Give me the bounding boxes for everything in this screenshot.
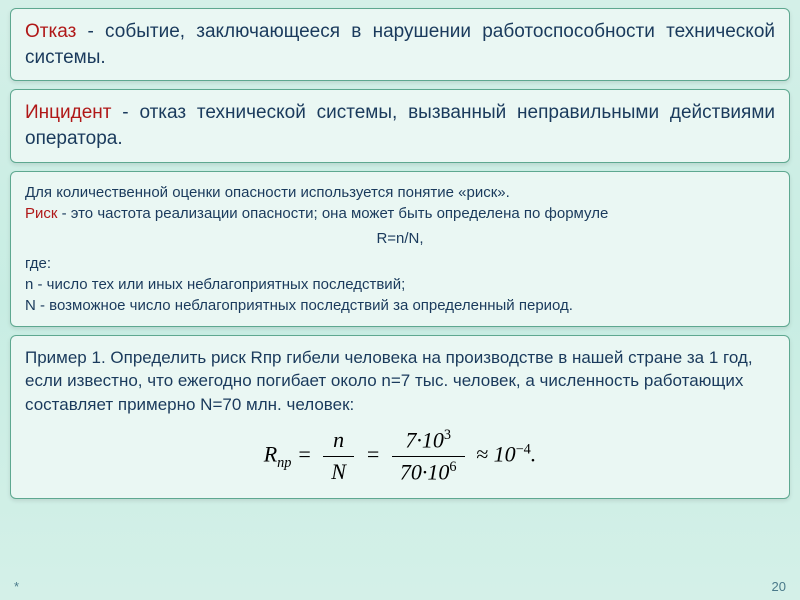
definition-panel-incident: Инцидент - отказ технической системы, вы… (10, 89, 790, 162)
example-panel: Пример 1. Определить риск Rпр гибели чел… (10, 335, 790, 500)
page-number: 20 (772, 579, 786, 594)
math-exp3: −4 (516, 441, 531, 457)
def-otkaz: - событие, заключающееся в нарушении раб… (25, 21, 775, 68)
frac-n: n (323, 425, 354, 457)
risk-panel: Для количественной оценки опасности испо… (10, 171, 790, 327)
definition-panel-otkaz: Отказ - событие, заключающееся в нарушен… (10, 8, 790, 81)
risk-line: Риск - это частота реализации опасности;… (25, 203, 775, 224)
math-eq2: = (365, 442, 380, 467)
term-incident: Инцидент (25, 102, 112, 123)
math-formula: Rnp = n N = 7·103 70·106 ≈ 10−4. (25, 425, 775, 488)
math-R: R (264, 442, 277, 467)
frac-values: 7·103 70·106 (392, 425, 465, 488)
term-otkaz: Отказ (25, 21, 76, 42)
math-dot: . (531, 442, 537, 467)
risk-def: - это частота реализации опасности; она … (57, 205, 608, 222)
math-approx: ≈ 10 (476, 442, 516, 467)
frac-num: 7·103 (392, 425, 465, 457)
risk-intro: Для количественной оценки опасности испо… (25, 182, 775, 203)
big-n-definition: N - возможное число неблагоприятных посл… (25, 295, 775, 316)
def-incident: - отказ технической системы, вызванный н… (25, 102, 775, 149)
math-eq1: = (297, 442, 312, 467)
footer-star: * (14, 579, 19, 594)
where-label: где: (25, 253, 775, 274)
term-risk: Риск (25, 205, 57, 222)
math-sub: np (277, 455, 291, 471)
frac-den: 70·106 (392, 457, 465, 488)
risk-formula: R=n/N, (25, 228, 775, 249)
example-text: Пример 1. Определить риск Rпр гибели чел… (25, 346, 775, 417)
frac-N: N (323, 457, 354, 488)
n-definition: n - число тех или иных неблагоприятных п… (25, 274, 775, 295)
frac-nN: n N (323, 425, 354, 488)
